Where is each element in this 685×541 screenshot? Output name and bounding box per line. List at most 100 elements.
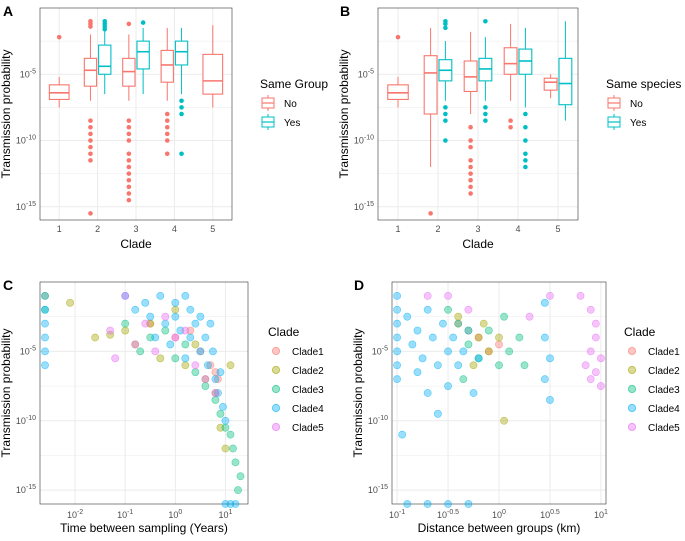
point-clade4 [540, 298, 549, 307]
point-clade3 [211, 396, 220, 404]
point-clade4 [439, 319, 447, 328]
outlier-point [164, 138, 170, 143]
point-clade3 [121, 319, 130, 328]
point-clade4 [161, 319, 170, 328]
point-clade3 [181, 340, 190, 349]
legend-key-point [627, 384, 637, 394]
point-clade1 [206, 361, 215, 370]
point-clade4 [171, 298, 180, 307]
point-clade3 [216, 409, 225, 418]
legend-key-point [271, 384, 281, 394]
plot-border [377, 7, 579, 221]
point-clade4 [454, 361, 463, 370]
outlier-point [523, 138, 528, 143]
data-marks [393, 291, 605, 508]
panel-label: A [3, 3, 13, 19]
point-clade5 [131, 340, 140, 349]
legend-label: Clade1 [648, 347, 680, 358]
point-clade4 [408, 340, 417, 349]
legend: Same Group No Yes [260, 77, 328, 130]
x-tick-label: 10-1 [389, 509, 405, 520]
legend-label: Yes [284, 118, 300, 129]
point-clade3 [231, 458, 240, 467]
outlier-point [523, 158, 528, 163]
outlier-point [468, 191, 473, 196]
grid-lines [378, 8, 578, 220]
x-tick-label: 5 [555, 224, 560, 234]
point-clade5 [106, 326, 115, 335]
point-clade4 [433, 409, 442, 418]
point-clade4 [41, 305, 49, 314]
panel-b: B 10-15 10-10 10-5 1 2 3 4 5 Clade Transmission pr… [337, 3, 681, 251]
point-clade3 [201, 382, 210, 390]
point-clade3 [495, 361, 503, 370]
outlier-point [443, 21, 448, 27]
legend: Clade Clade1 Clade2 Clade3 Clade4 Clade5 [624, 325, 680, 434]
data-marks [48, 18, 224, 216]
point-clade3 [500, 312, 508, 321]
point-clade2 [106, 330, 115, 339]
point-clade5 [444, 291, 452, 300]
y-tick-label: 10-15 [16, 201, 36, 212]
outlier-point [126, 124, 132, 130]
outlier-point [468, 171, 473, 176]
point-clade3 [515, 333, 524, 342]
point-clade3 [161, 326, 170, 335]
point-clade2 [500, 416, 508, 425]
point-clade4 [444, 347, 452, 356]
legend-label: Clade4 [292, 404, 324, 415]
point-clade4 [449, 333, 458, 342]
point-clade4 [186, 305, 195, 314]
outlier-point [443, 138, 448, 143]
y-tick-label: 10-5 [20, 68, 36, 79]
outlier-point [179, 111, 184, 117]
outlier-point [164, 151, 170, 157]
data-marks [41, 291, 245, 508]
point-clade4 [204, 361, 212, 370]
x-axis-title: Clade [120, 237, 152, 251]
box-yes [558, 57, 573, 106]
x-axis-title: Clade [462, 237, 494, 251]
outlier-point [428, 211, 433, 216]
outlier-point [468, 144, 473, 150]
point-clade2 [121, 326, 130, 335]
point-clade4 [141, 298, 150, 307]
box-no [83, 57, 98, 87]
point-clade4 [546, 396, 554, 404]
box-yes [98, 44, 112, 75]
point-clade4 [464, 326, 473, 335]
legend-title: Clade [268, 325, 300, 339]
point-clade4 [206, 319, 215, 328]
legend-label: Clade5 [292, 423, 324, 434]
outlier-point [468, 164, 473, 170]
x-tick-label: 10-0.5 [437, 509, 459, 520]
legend-label: Clade3 [648, 385, 680, 396]
outlier-point [395, 34, 401, 40]
x-tick-label: 100.5 [540, 509, 560, 520]
outlier-point [126, 158, 132, 163]
y-tick-label: 10-10 [16, 135, 36, 146]
x-tick-label: 2 [95, 224, 100, 234]
point-clade4 [403, 312, 412, 321]
point-clade4 [418, 354, 427, 363]
point-clade4 [393, 347, 401, 356]
point-clade4 [219, 402, 227, 411]
outlier-point [483, 118, 488, 123]
y-axis-title: Transmission probability [337, 50, 351, 179]
outlier-point [164, 124, 170, 130]
point-clade4 [196, 312, 205, 321]
legend-title: Clade [624, 325, 656, 339]
box-yes [136, 40, 150, 70]
x-tick-label: 1 [57, 224, 62, 234]
legend-key-point [271, 422, 281, 432]
outlier-point [508, 118, 513, 123]
point-clade3 [226, 430, 235, 439]
y-tick-label: 10-5 [358, 68, 374, 79]
point-clade4 [413, 326, 422, 335]
point-clade3 [171, 354, 180, 363]
panel-a: A 10-15 10-10 10-5 1 2 3 4 5 Clade Transmission pr… [0, 3, 328, 251]
panel-label: B [340, 3, 350, 19]
outlier-point [126, 151, 132, 157]
